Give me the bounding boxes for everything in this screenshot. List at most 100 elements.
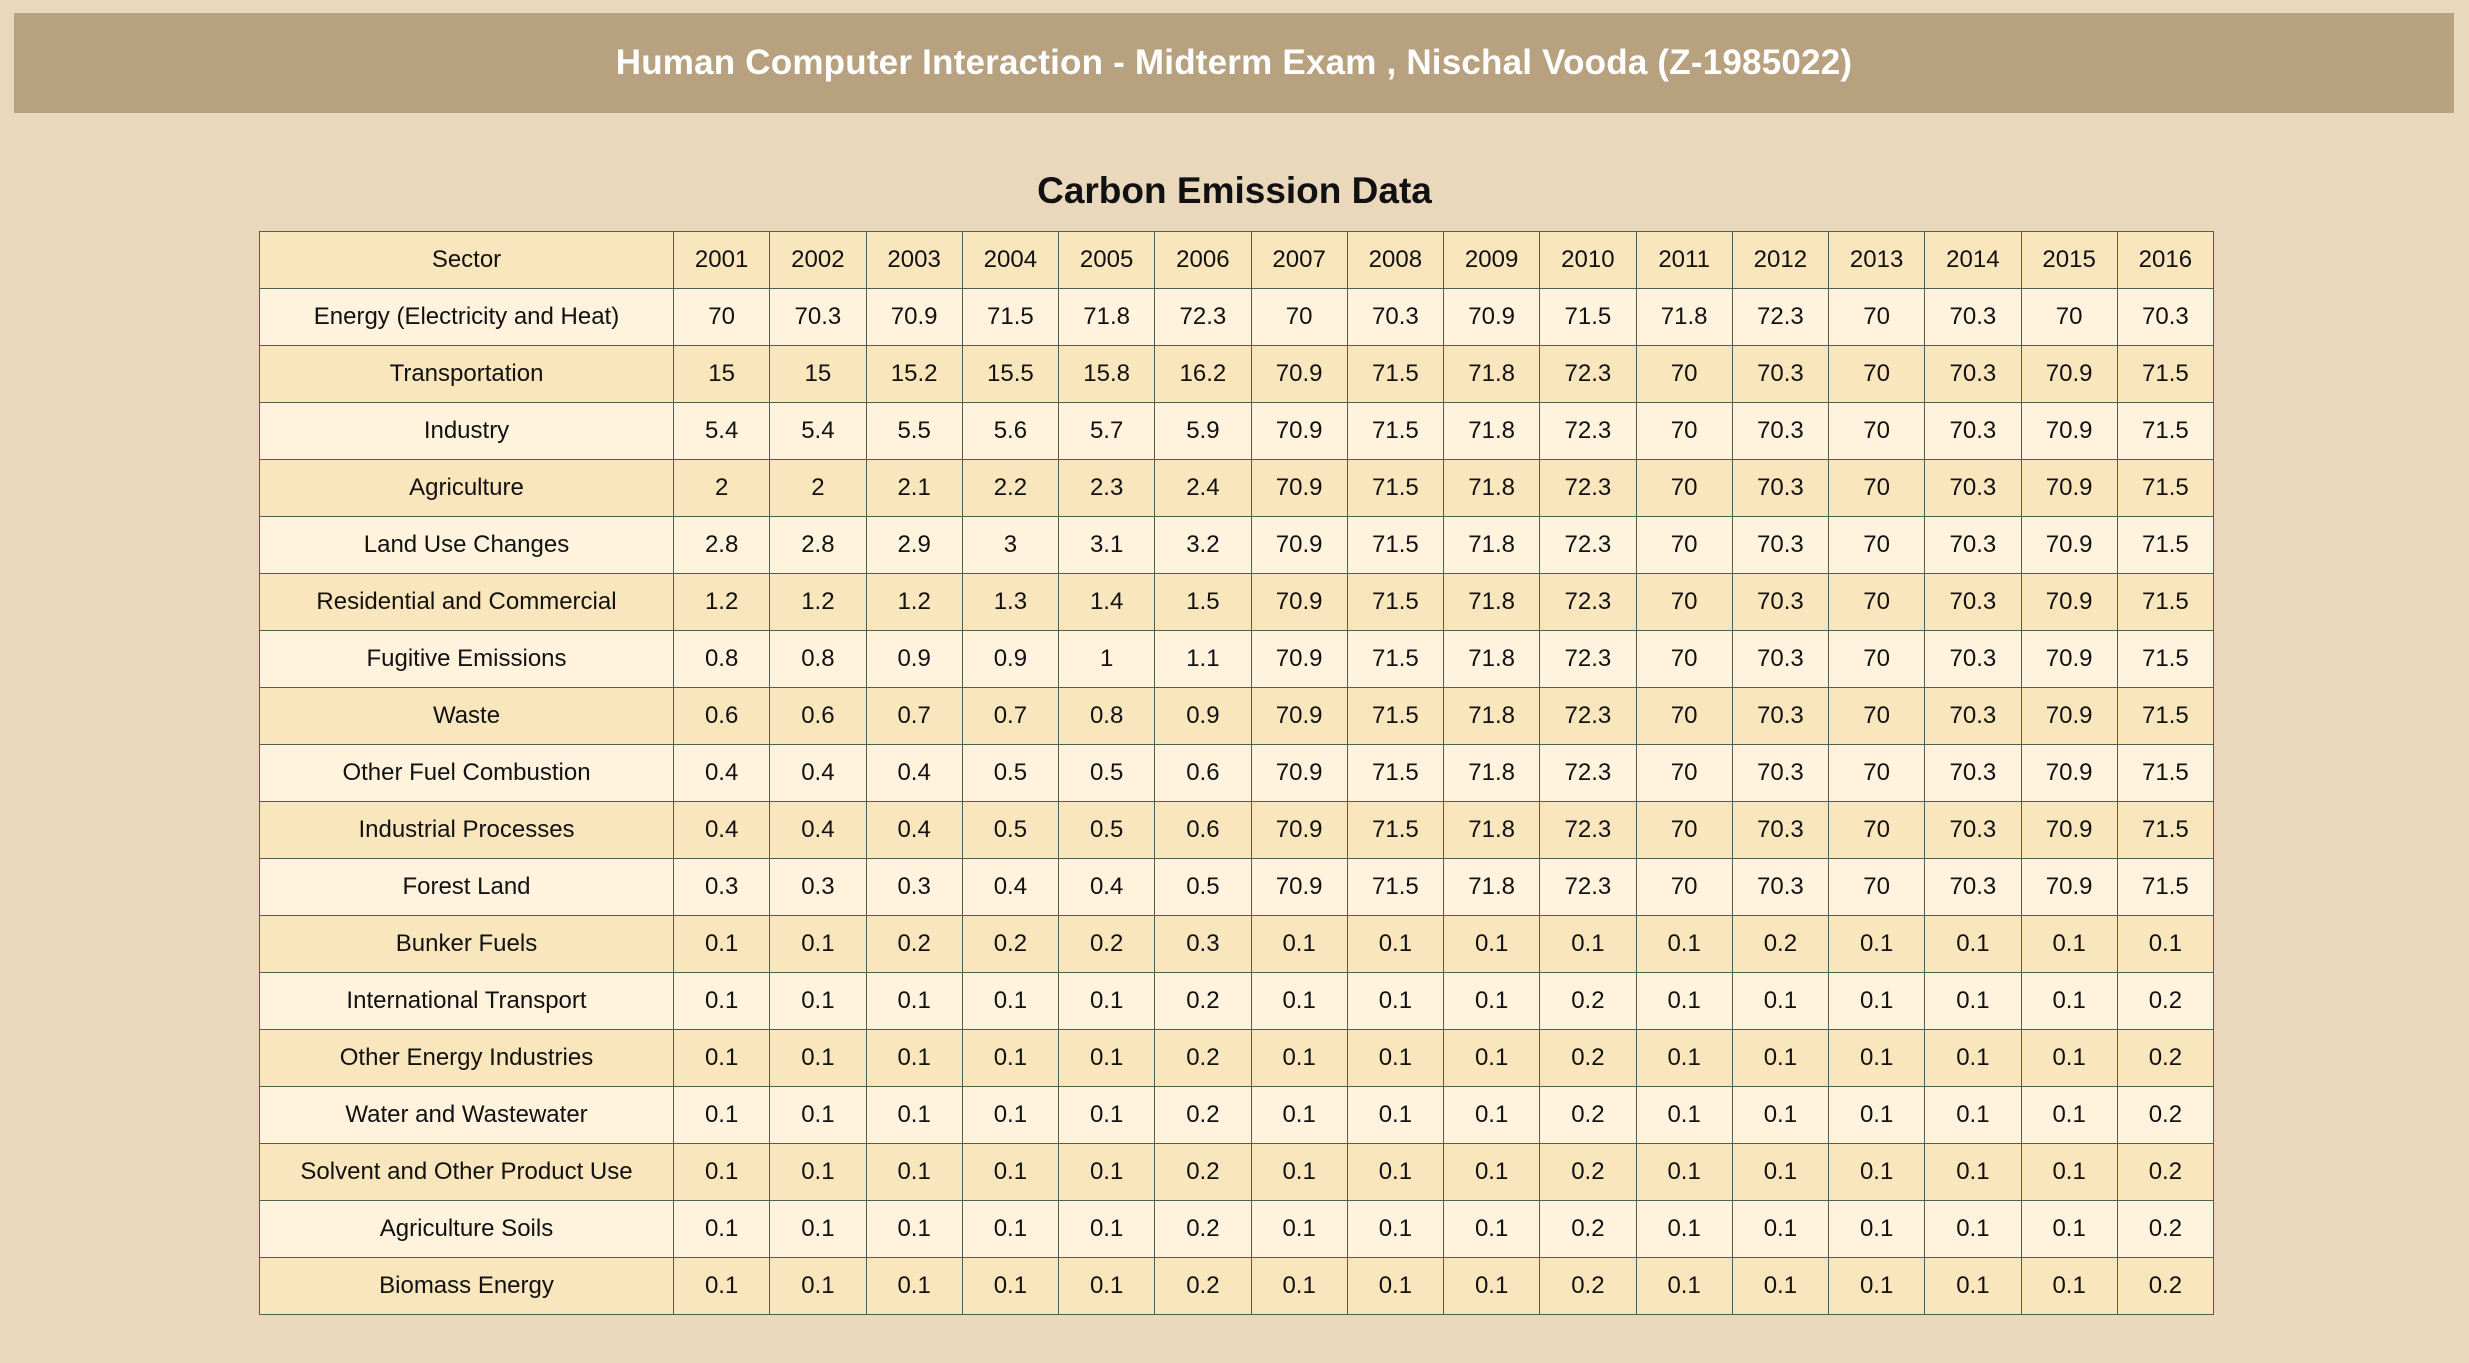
emission-value-cell: 70.3 (1924, 687, 2022, 745)
emission-value-cell: 0.4 (1057, 858, 1156, 916)
column-header-year: 2014 (1924, 231, 2022, 289)
column-header-year: 2012 (1731, 231, 1830, 289)
emission-value-cell: 0.1 (1635, 1029, 1733, 1087)
emission-value-cell: 0.1 (1442, 972, 1541, 1030)
emission-value-cell: 0.1 (1635, 1086, 1733, 1144)
column-header-year: 2002 (769, 231, 867, 289)
column-header-year: 2015 (2020, 231, 2118, 289)
emission-value-cell: 0.1 (1057, 1257, 1156, 1315)
sector-cell: Biomass Energy (259, 1257, 674, 1315)
emission-value-cell: 0.1 (1250, 972, 1348, 1030)
emission-value-cell: 0.1 (1346, 915, 1445, 973)
table-title: Carbon Emission Data (1037, 170, 1432, 211)
table-row: International Transport 0.1 0.1 0.1 0.1 0.1 0.… (259, 972, 2215, 1030)
emission-value-cell: 70 (1827, 744, 1926, 802)
emission-value-cell: 0.1 (865, 1200, 963, 1258)
emission-value-cell: 71.5 (1346, 345, 1445, 403)
emission-value-cell: 70.9 (2020, 573, 2118, 631)
emission-value-cell: 72.3 (1539, 858, 1637, 916)
emission-value-cell: 0.2 (1057, 915, 1156, 973)
emission-value-cell: 0.1 (1250, 1143, 1348, 1201)
table-row: Bunker Fuels 0.1 0.1 0.2 0.2 0.2 0.3 0.1 0.1 0.1 0… (259, 915, 2215, 973)
emission-value-cell: 71.8 (1442, 801, 1541, 859)
emission-value-cell: 71.5 (1346, 630, 1445, 688)
emission-value-cell: 71.5 (1346, 801, 1445, 859)
emission-value-cell: 0.1 (1731, 1029, 1830, 1087)
emission-value-cell: 0.4 (769, 744, 867, 802)
emission-value-cell: 1.2 (769, 573, 867, 631)
emission-value-cell: 1.2 (865, 573, 963, 631)
column-header-year: 2008 (1346, 231, 1445, 289)
emission-value-cell: 71.5 (2116, 402, 2215, 460)
emission-value-cell: 71.8 (1442, 459, 1541, 517)
emission-value-cell: 70.9 (1250, 573, 1348, 631)
table-row: Land Use Changes 2.8 2.8 2.9 3 3.1 3.2 70.9 71.5… (259, 516, 2215, 574)
emission-value-cell: 0.9 (961, 630, 1060, 688)
emission-value-cell: 70 (1827, 801, 1926, 859)
emission-value-cell: 1.1 (1154, 630, 1252, 688)
emission-value-cell: 0.1 (2020, 1200, 2118, 1258)
emission-value-cell: 0.6 (1154, 801, 1252, 859)
emission-value-cell: 0.1 (1924, 915, 2022, 973)
emission-value-cell: 70.3 (769, 288, 867, 346)
emission-value-cell: 0.1 (961, 1257, 1060, 1315)
emission-value-cell: 72.3 (1539, 516, 1637, 574)
emission-value-cell: 72.3 (1539, 573, 1637, 631)
emission-value-cell: 70 (1827, 459, 1926, 517)
sector-cell: Other Energy Industries (259, 1029, 674, 1087)
emission-value-cell: 0.5 (1057, 801, 1156, 859)
emission-value-cell: 72.3 (1731, 288, 1830, 346)
emission-value-cell: 70.9 (1250, 744, 1348, 802)
emission-value-cell: 0.5 (961, 801, 1060, 859)
emission-value-cell: 0.1 (1731, 1200, 1830, 1258)
column-header-year: 2010 (1539, 231, 1637, 289)
emission-value-cell: 70 (1635, 573, 1733, 631)
emission-value-cell: 0.8 (769, 630, 867, 688)
emission-value-cell: 0.1 (1731, 1143, 1830, 1201)
emission-value-cell: 0.1 (1635, 972, 1733, 1030)
emission-value-cell: 2.9 (865, 516, 963, 574)
emission-value-cell: 0.1 (1346, 1086, 1445, 1144)
table-row: Agriculture 2 2 2.1 2.2 2.3 2.4 70.9 71.5 71.8 72.… (259, 459, 2215, 517)
emission-value-cell: 0.1 (1442, 1257, 1541, 1315)
emission-value-cell: 0.1 (1057, 1143, 1156, 1201)
emission-value-cell: 0.2 (2116, 1029, 2215, 1087)
emission-value-cell: 70.3 (1731, 459, 1830, 517)
emission-value-cell: 0.2 (2116, 1200, 2215, 1258)
emission-value-cell: 70.9 (2020, 687, 2118, 745)
table-row: Industry 5.4 5.4 5.5 5.6 5.7 5.9 70.9 71.5 71.8 72… (259, 402, 2215, 460)
table-row: Waste 0.6 0.6 0.7 0.7 0.8 0.9 70.9 71.5 71.8 72.3 7… (259, 687, 2215, 745)
column-header-sector: Sector (259, 231, 674, 289)
emission-value-cell: 0.2 (1154, 1200, 1252, 1258)
emission-value-cell: 70 (1827, 858, 1926, 916)
emission-value-cell: 71.5 (1539, 288, 1637, 346)
emission-value-cell: 0.2 (1539, 1143, 1637, 1201)
emission-value-cell: 72.3 (1539, 744, 1637, 802)
emission-value-cell: 70.9 (1250, 345, 1348, 403)
emission-value-cell: 0.9 (1154, 687, 1252, 745)
table-row: Other Fuel Combustion 0.4 0.4 0.4 0.5 0.5 0.6 7… (259, 744, 2215, 802)
emission-value-cell: 70.3 (1346, 288, 1445, 346)
emission-value-cell: 71.5 (1346, 402, 1445, 460)
column-header-year: 2011 (1635, 231, 1733, 289)
sector-cell: Energy (Electricity and Heat) (259, 288, 674, 346)
emission-value-cell: 70.9 (2020, 402, 2118, 460)
sector-cell: Bunker Fuels (259, 915, 674, 973)
emission-value-cell: 0.3 (769, 858, 867, 916)
emission-value-cell: 0.1 (2020, 972, 2118, 1030)
emission-value-cell: 0.1 (769, 915, 867, 973)
emission-value-cell: 15.2 (865, 345, 963, 403)
emission-value-cell: 0.9 (865, 630, 963, 688)
emission-value-cell: 3.2 (1154, 516, 1252, 574)
emission-value-cell: 71.8 (1442, 744, 1541, 802)
emission-value-cell: 72.3 (1539, 801, 1637, 859)
emission-value-cell: 0.1 (1346, 1143, 1445, 1201)
emission-value-cell: 2.3 (1057, 459, 1156, 517)
emission-value-cell: 0.1 (672, 1257, 771, 1315)
emission-value-cell: 0.1 (961, 1200, 1060, 1258)
emission-value-cell: 0.1 (865, 1143, 963, 1201)
emission-value-cell: 71.5 (2116, 516, 2215, 574)
emission-value-cell: 0.1 (1731, 1257, 1830, 1315)
emission-value-cell: 72.3 (1539, 459, 1637, 517)
emission-value-cell: 71.8 (1635, 288, 1733, 346)
